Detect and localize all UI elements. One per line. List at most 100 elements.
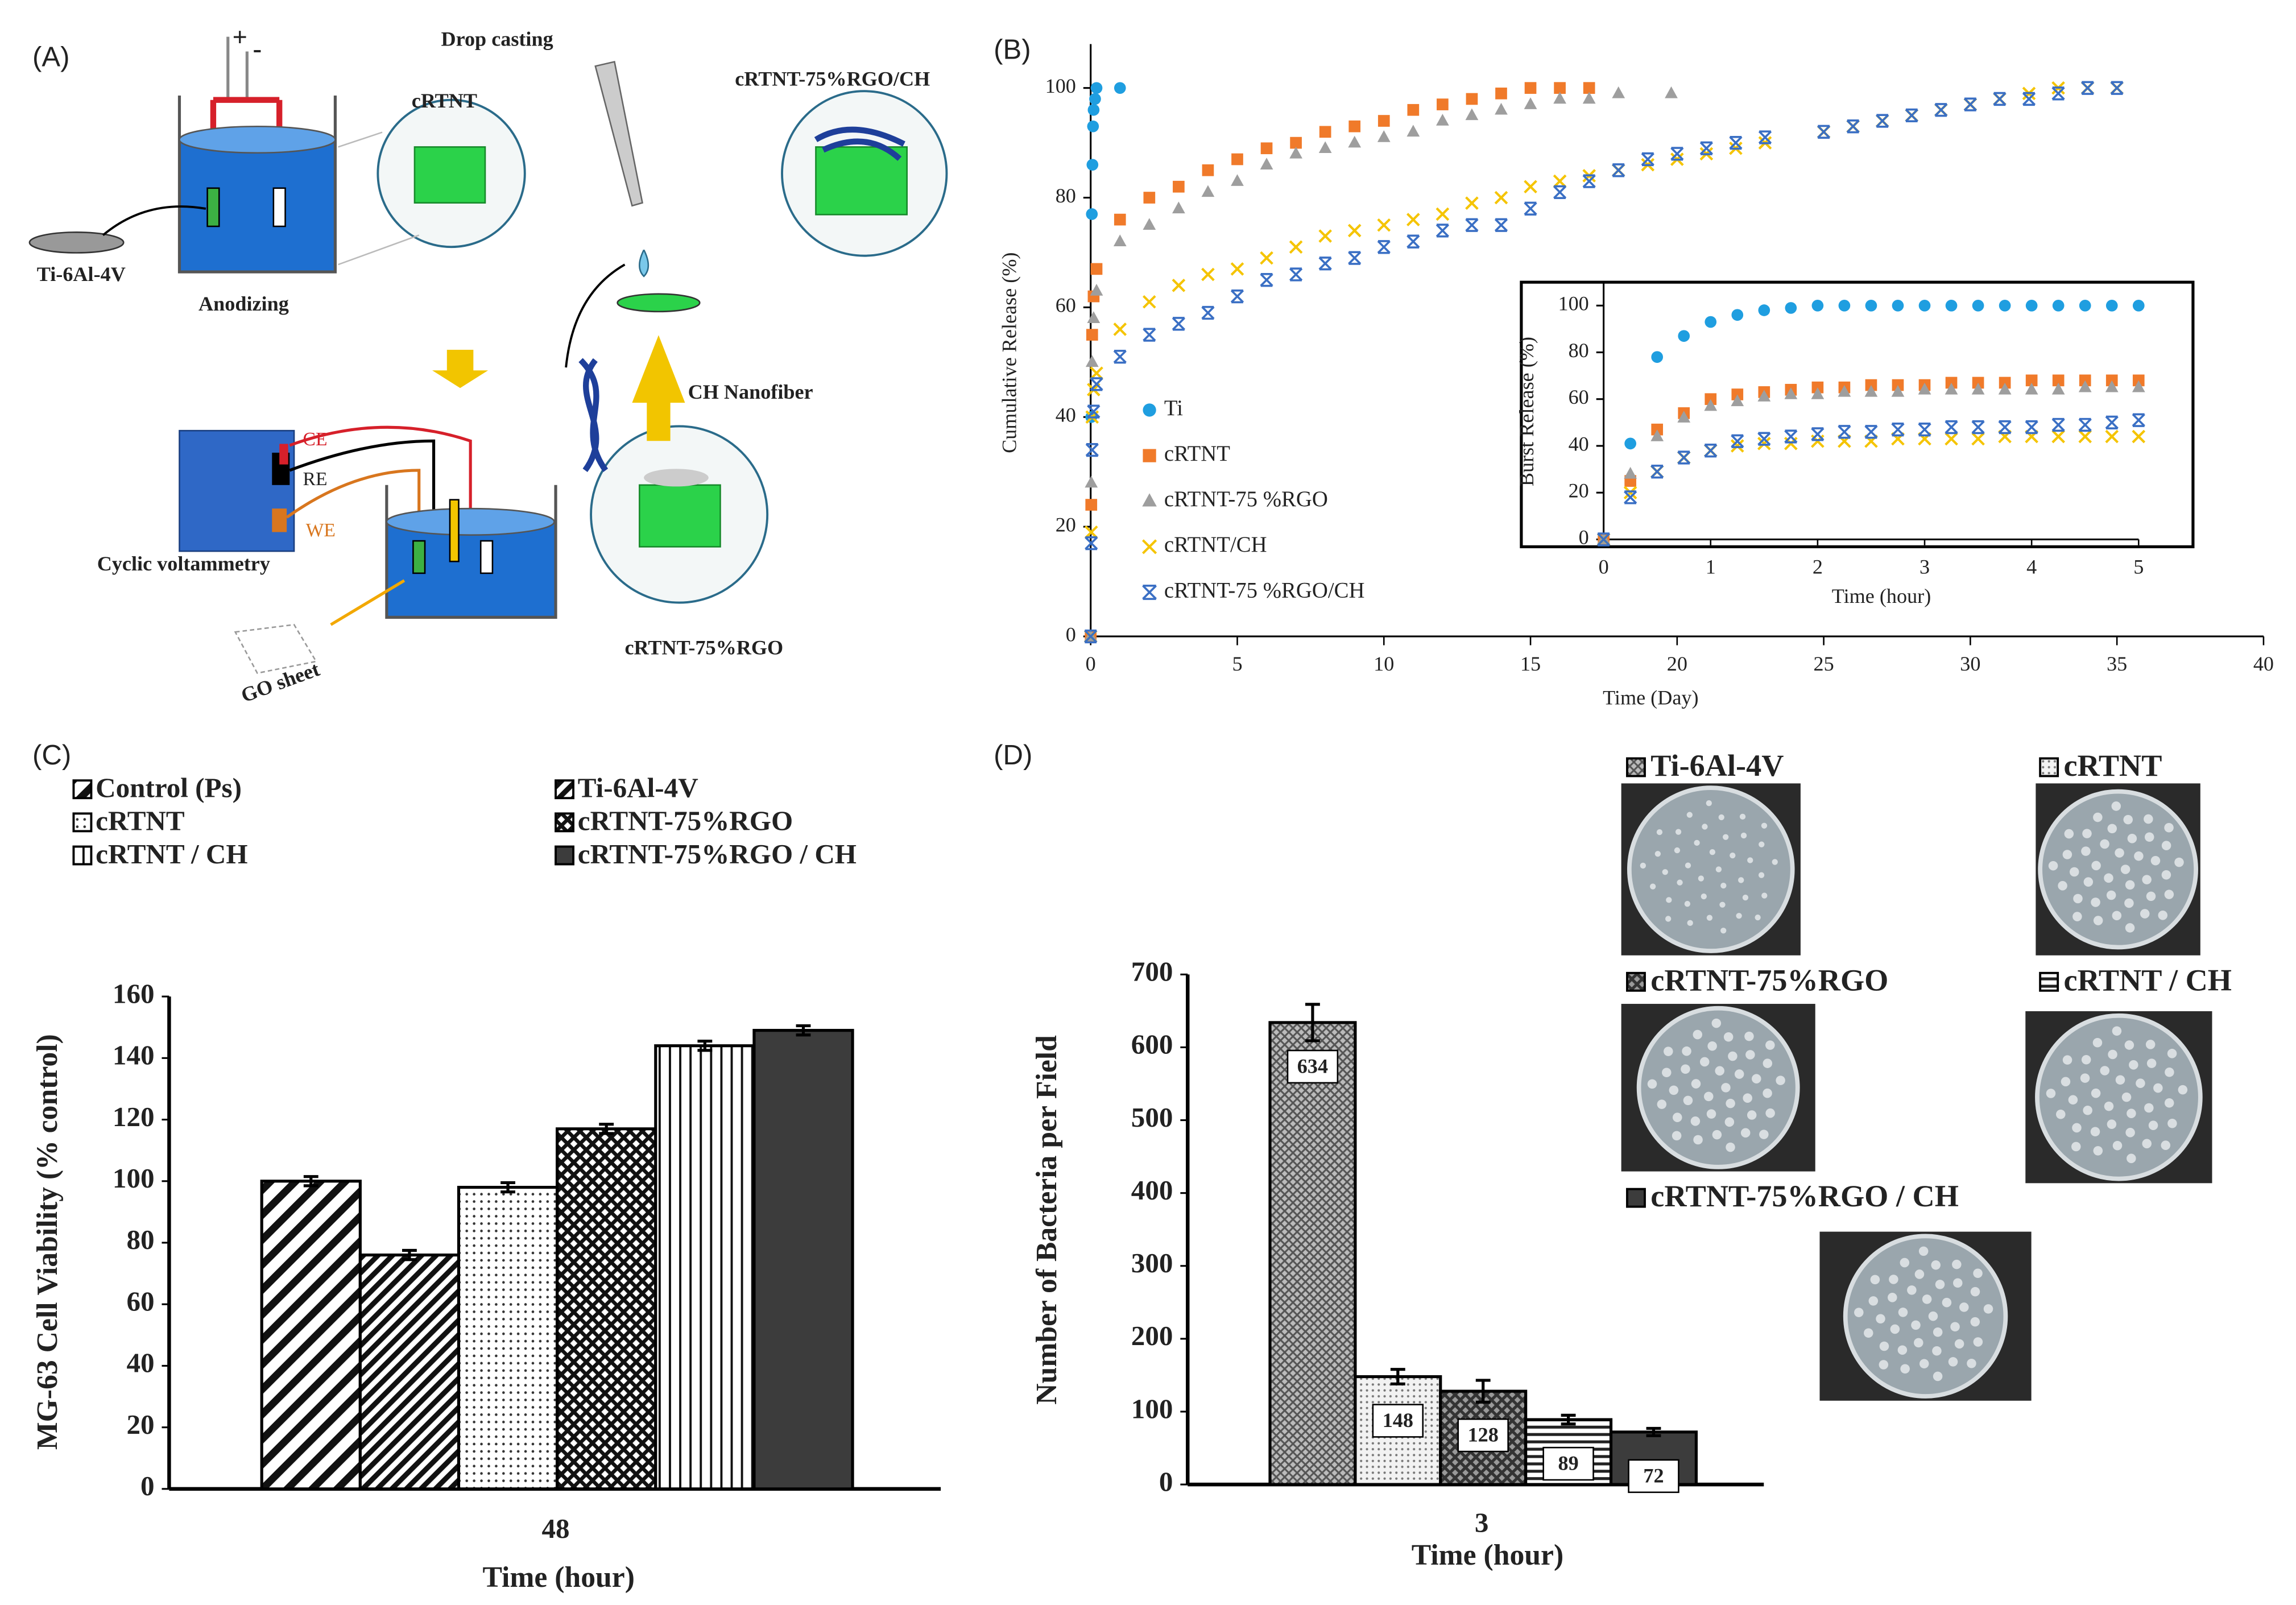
- colony: [1911, 1320, 1921, 1330]
- colony: [2115, 848, 2124, 858]
- colony: [2127, 1108, 2136, 1118]
- y-tick-label: 100: [1558, 292, 1589, 315]
- point: [1090, 284, 1103, 296]
- colony: [2161, 1140, 2171, 1150]
- x-tick-label: 25: [1814, 652, 1834, 675]
- colony: [1664, 1046, 1673, 1056]
- y-tick-label: 80: [1569, 339, 1589, 362]
- petri-dish: [2038, 789, 2198, 950]
- point: [1731, 394, 1744, 407]
- point: [1554, 82, 1566, 94]
- x-tick-label: 3: [1919, 555, 1930, 578]
- legend-label: cRTNT: [96, 805, 184, 837]
- point: [1876, 114, 1889, 128]
- colony: [1720, 882, 1727, 889]
- diagram: + - Drop casting cRTNT cRTNT-75%RGO/CH T…: [28, 23, 948, 707]
- point: [1838, 299, 1851, 312]
- colony: [2046, 1089, 2056, 1098]
- colony: [1759, 841, 1765, 847]
- colony: [1953, 1278, 1963, 1288]
- point: [1494, 191, 1508, 205]
- y-tick-label: 0: [140, 1470, 155, 1501]
- x-tick-label: 40: [2253, 652, 2274, 675]
- point: [1524, 82, 1537, 94]
- colony: [1723, 834, 1729, 840]
- colony: [1761, 892, 1768, 899]
- colony: [2144, 832, 2154, 842]
- colony: [1672, 1112, 1682, 1122]
- legend-label: cRTNT / CH: [2063, 963, 2232, 997]
- error-bar: [500, 1181, 515, 1194]
- wire: [286, 469, 421, 541]
- bar: [457, 1186, 559, 1491]
- legend-swatch: [1626, 757, 1646, 777]
- wire: [289, 425, 472, 544]
- point: [1377, 218, 1391, 232]
- panel-label: (B): [994, 34, 1031, 65]
- y-tick-label: 400: [1131, 1174, 1173, 1206]
- y-tick-label: 80: [1056, 184, 1076, 207]
- colony: [1703, 1091, 1714, 1102]
- y-tick-label: 140: [113, 1040, 155, 1071]
- electrolyte: [386, 522, 556, 618]
- label: CE: [303, 429, 328, 450]
- colony: [1682, 1046, 1691, 1056]
- point: [1811, 427, 1825, 441]
- y-tick-label: 200: [1131, 1320, 1173, 1351]
- colony: [1683, 1095, 1693, 1106]
- colony: [2090, 1127, 2100, 1137]
- point: [1705, 316, 1717, 328]
- arrow-down: [432, 350, 489, 388]
- point: [1348, 120, 1361, 133]
- colony: [2145, 1040, 2156, 1049]
- colony: [1745, 1050, 1755, 1060]
- data-label-box: [1457, 1418, 1509, 1453]
- colony: [1970, 1287, 1980, 1297]
- point: [1201, 185, 1215, 197]
- nanofiber: [814, 126, 905, 161]
- point: [2105, 415, 2119, 430]
- legend-label: cRTNT / CH: [96, 838, 247, 870]
- error-bar: [1390, 1368, 1405, 1385]
- point: [1846, 119, 1860, 134]
- legend-swatch: [1626, 971, 1646, 992]
- point: [1597, 532, 1611, 547]
- colony: [1933, 1371, 1943, 1381]
- colony: [1983, 1304, 1993, 1314]
- legend-label: cRTNT: [1164, 441, 1230, 466]
- colony: [2146, 891, 2156, 901]
- point: [2078, 417, 2092, 432]
- panel-label: (C): [32, 740, 71, 771]
- arrow: [330, 579, 406, 626]
- label: CH Nanofiber: [688, 380, 813, 403]
- colony: [1736, 913, 1742, 919]
- y-axis-label: MG-63 Cell Viability (% control): [31, 1034, 64, 1450]
- electrode: [272, 187, 286, 227]
- point: [1087, 404, 1101, 419]
- colony: [1649, 883, 1656, 890]
- colony: [2115, 1075, 2125, 1085]
- label: Anodizing: [198, 292, 289, 315]
- point: [1435, 224, 1449, 238]
- colony: [1967, 1358, 1976, 1368]
- point: [1553, 92, 1566, 104]
- point: [1677, 450, 1691, 465]
- colony: [1685, 862, 1691, 868]
- colony: [1928, 1311, 1938, 1321]
- point: [1971, 420, 1985, 435]
- point: [2051, 417, 2065, 432]
- legend-label: Ti-6Al-4V: [578, 772, 698, 804]
- point: [1260, 158, 1273, 169]
- legend-label: cRTNT/CH: [1164, 532, 1267, 557]
- colony: [1690, 1116, 1701, 1126]
- colony: [1752, 1074, 1761, 1083]
- y-tick-label: 0: [1579, 526, 1589, 549]
- port-we: [272, 508, 287, 532]
- colony: [1693, 1029, 1703, 1040]
- point: [1553, 185, 1567, 200]
- colony: [2081, 846, 2091, 856]
- y-tick-label: 40: [126, 1347, 154, 1379]
- colony: [1763, 1088, 1772, 1098]
- point: [1348, 251, 1362, 265]
- colony: [1879, 1360, 1889, 1370]
